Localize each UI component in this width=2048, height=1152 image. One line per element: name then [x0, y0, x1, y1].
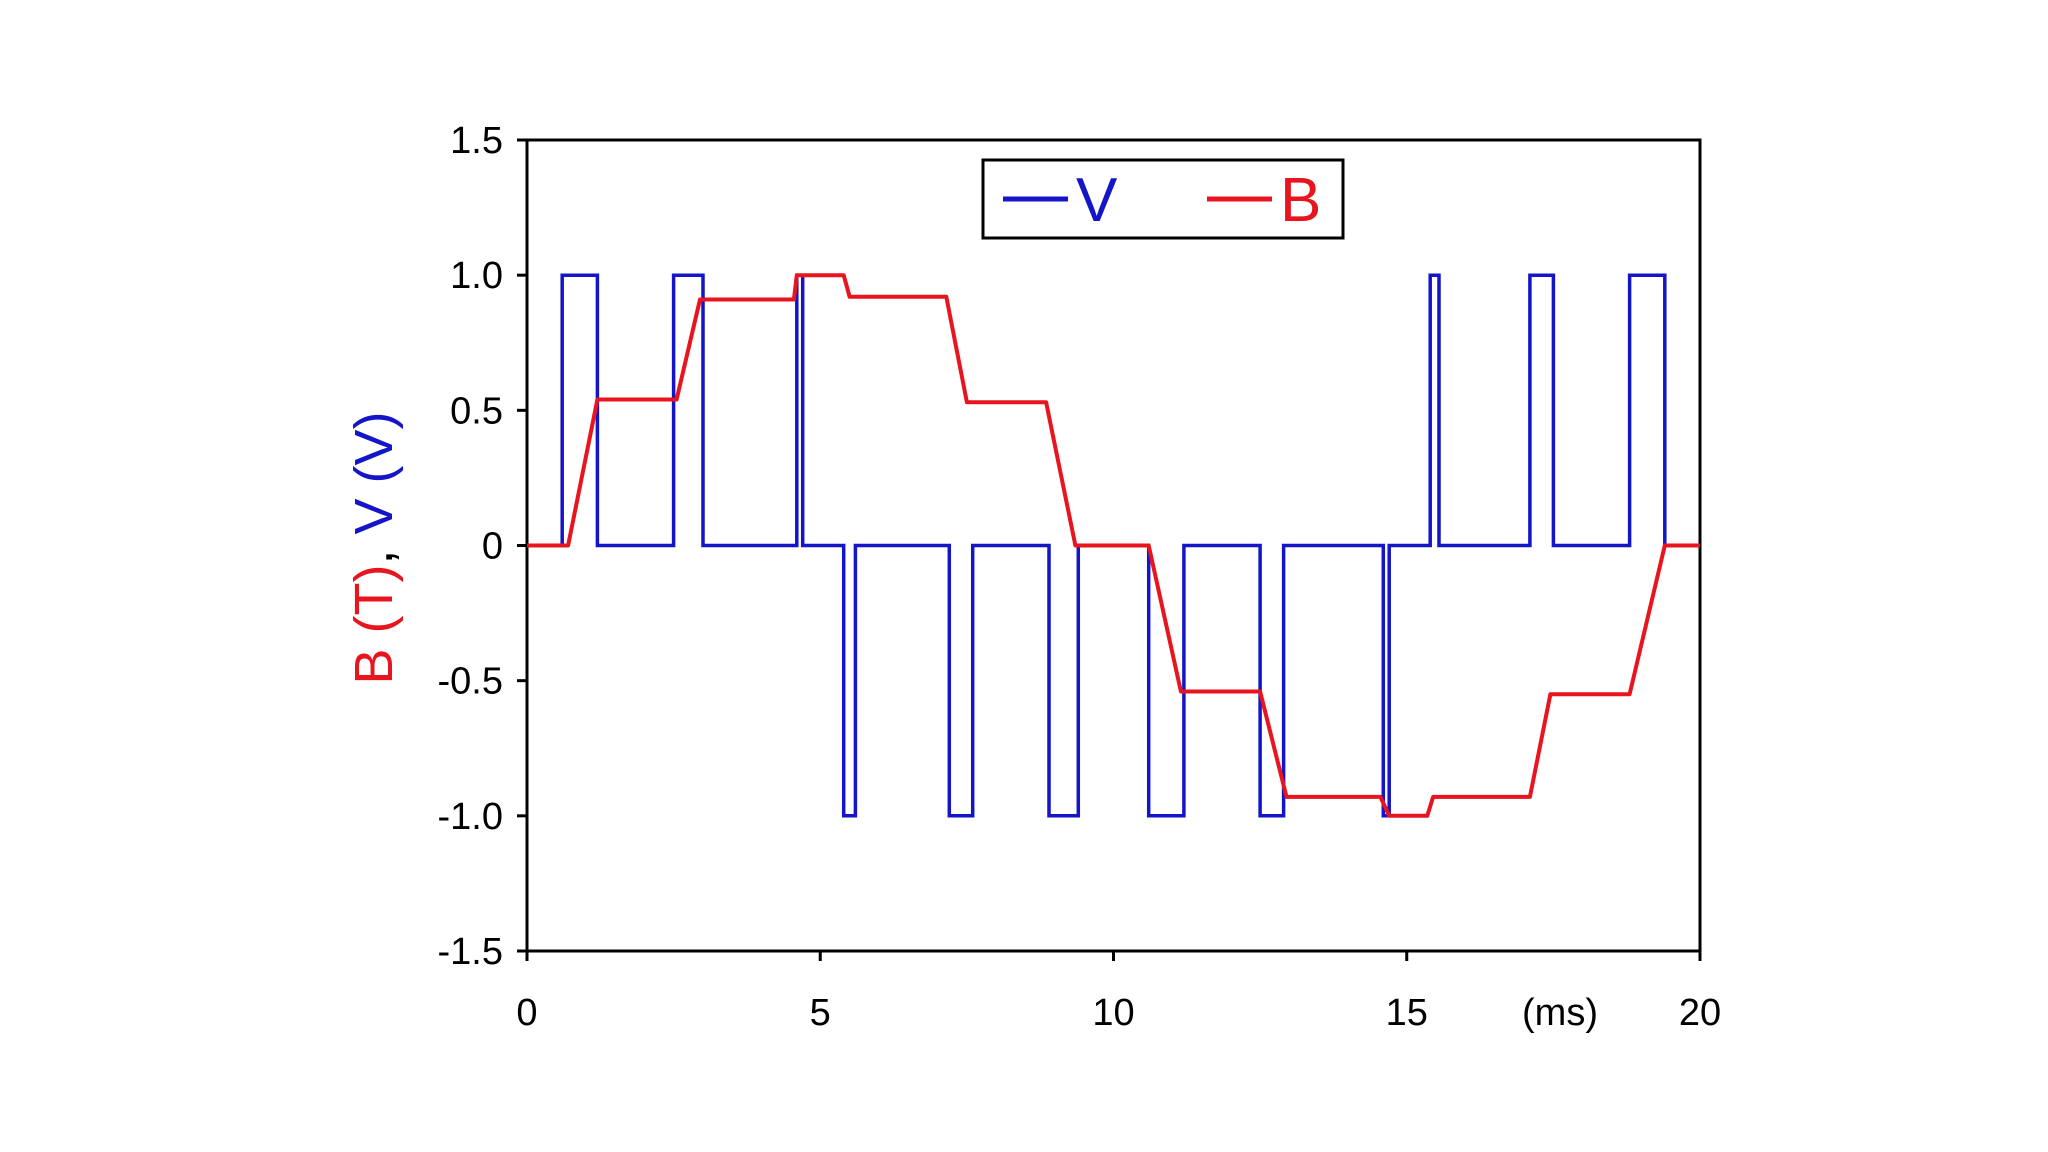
y-tick-label: -1.0 [438, 796, 503, 838]
y-tick-label: 1.0 [450, 255, 503, 297]
legend-label-v: V [1076, 166, 1118, 235]
x-tick-label: 0 [516, 992, 537, 1034]
series-line-b [527, 273, 1700, 818]
x-axis-label: (ms) [1522, 992, 1598, 1034]
y-axis-label: B (T), V (V) [344, 411, 404, 684]
x-tick-label: 10 [1092, 992, 1134, 1034]
y-axis-label-b: B (T) [344, 565, 404, 685]
y-tick-label: -1.5 [438, 931, 503, 973]
x-axis-ticks: 0 5 10 15 20 [516, 951, 1721, 1034]
x-tick-label: 20 [1679, 992, 1721, 1034]
y-axis-label-v: V (V) [344, 411, 404, 534]
y-axis-ticks: -1.5 -1.0 -0.5 0 0.5 1.0 1.5 [438, 120, 527, 973]
y-tick-label: 0 [482, 526, 503, 568]
x-tick-label: 5 [810, 992, 831, 1034]
y-tick-label: 1.5 [450, 120, 503, 162]
y-tick-label: -0.5 [438, 661, 503, 703]
y-axis-label-sep: , [344, 535, 404, 565]
legend: V B [981, 158, 1345, 240]
x-tick-label: 15 [1386, 992, 1428, 1034]
legend-label-b: B [1280, 166, 1321, 235]
y-tick-label: 0.5 [450, 390, 503, 432]
